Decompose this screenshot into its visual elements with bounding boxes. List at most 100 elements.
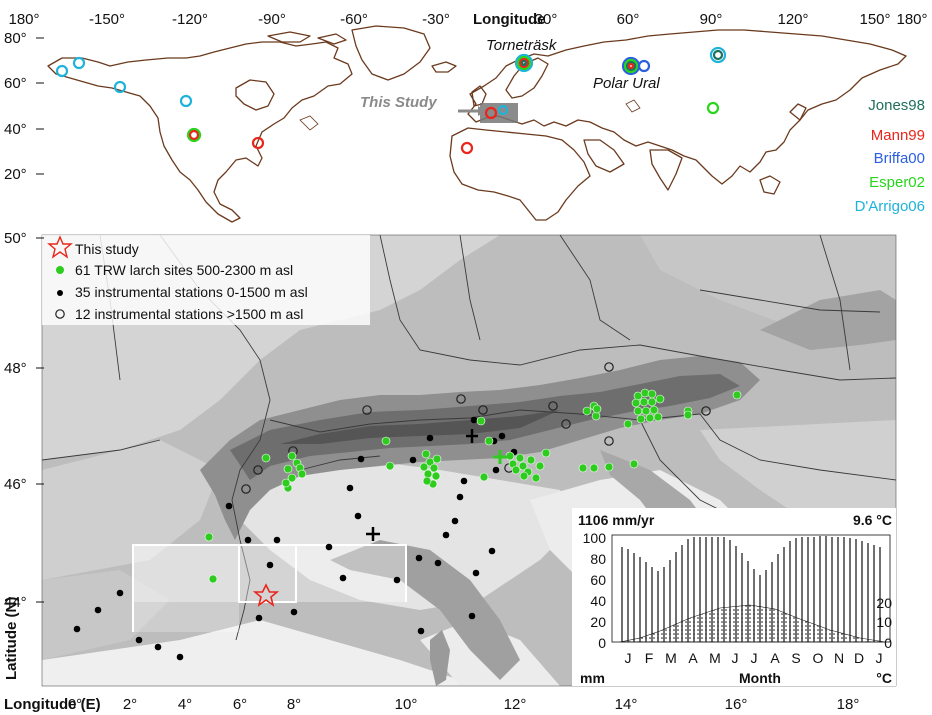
lon-tick: -60° bbox=[340, 11, 368, 28]
larch-site bbox=[604, 462, 614, 472]
world-xlabel: Longitude bbox=[473, 11, 545, 28]
lon-tick: 10° bbox=[395, 696, 418, 713]
station bbox=[468, 612, 476, 620]
lon-tick: 12° bbox=[504, 696, 527, 713]
larch-site bbox=[589, 463, 599, 473]
month: A bbox=[688, 650, 698, 666]
lon-tick: 60° bbox=[617, 11, 640, 28]
station bbox=[225, 502, 233, 510]
larch-site bbox=[639, 397, 649, 407]
larch-site bbox=[422, 476, 432, 486]
larch-site bbox=[432, 454, 442, 464]
stations-high bbox=[241, 362, 711, 494]
lon-tick: 0° bbox=[68, 696, 82, 713]
alps-ylabel: Latitude (N) bbox=[3, 597, 20, 680]
proxy-site bbox=[72, 56, 86, 70]
station-high bbox=[701, 406, 711, 416]
month: N bbox=[834, 650, 844, 666]
legend-star-icon bbox=[47, 235, 73, 259]
legend-label: This study bbox=[75, 241, 139, 257]
proxy-site bbox=[520, 59, 528, 67]
legend-label: 12 instrumental stations >1500 m asl bbox=[75, 306, 303, 322]
proxy-site bbox=[623, 58, 639, 74]
this-study-star bbox=[252, 583, 280, 607]
world-map-panel: 180° -150° -120° -90° -60° -30° Longitud… bbox=[4, 11, 928, 223]
station bbox=[426, 434, 434, 442]
larch-site bbox=[636, 414, 646, 424]
alps-lon-ticks: Longitude (E) 0° 2° 4° 6° 8° 10° 12° 14°… bbox=[4, 696, 859, 713]
larch-site bbox=[732, 390, 742, 400]
proxy-site bbox=[484, 106, 498, 120]
lat-tick: 50° bbox=[4, 230, 27, 247]
station bbox=[176, 653, 184, 661]
larch-site bbox=[649, 405, 659, 415]
relief bbox=[42, 235, 896, 686]
proxy-site bbox=[113, 80, 127, 94]
lat-tick: 48° bbox=[4, 360, 27, 377]
month: S bbox=[791, 650, 800, 666]
station bbox=[154, 643, 162, 651]
station bbox=[266, 561, 274, 569]
larch-site bbox=[429, 463, 439, 473]
station bbox=[94, 606, 102, 614]
larch-site bbox=[633, 406, 643, 416]
y-tick: 40 bbox=[590, 593, 606, 609]
larch-site bbox=[592, 404, 602, 414]
lat-tick: 44° bbox=[4, 594, 27, 611]
lon-tick: -120° bbox=[172, 11, 208, 28]
station bbox=[290, 608, 298, 616]
larch-site bbox=[287, 451, 297, 461]
larch-site bbox=[385, 461, 395, 471]
proxy-site bbox=[497, 104, 509, 116]
larch-site bbox=[641, 406, 651, 416]
station bbox=[346, 484, 354, 492]
proxy-site bbox=[518, 57, 530, 69]
larch-site bbox=[640, 388, 650, 398]
station bbox=[393, 576, 401, 584]
inset-xlabel: Month bbox=[739, 670, 781, 686]
station bbox=[472, 569, 480, 577]
precip-axis: 100 80 60 40 20 0 bbox=[583, 530, 607, 651]
larch-site bbox=[645, 413, 655, 423]
month: A bbox=[770, 650, 780, 666]
station bbox=[451, 517, 459, 525]
station bbox=[488, 547, 496, 555]
proxy-site bbox=[251, 136, 265, 150]
proxy-site bbox=[637, 59, 651, 73]
larch-site bbox=[204, 532, 214, 542]
larch-site bbox=[647, 389, 657, 399]
proxy-site bbox=[516, 55, 532, 71]
station bbox=[255, 614, 263, 622]
larch-site bbox=[283, 464, 293, 474]
lon-tick: 4° bbox=[178, 696, 192, 713]
lon-tick: -90° bbox=[258, 11, 286, 28]
station bbox=[73, 625, 81, 633]
proxy-site bbox=[188, 129, 200, 141]
station bbox=[354, 512, 362, 520]
polar-ural-label: Polar Ural bbox=[593, 75, 660, 92]
legend-green-dot bbox=[56, 266, 64, 274]
y-tick: 0 bbox=[884, 635, 892, 651]
month: J bbox=[751, 650, 758, 666]
proxy-site bbox=[709, 46, 727, 64]
world-coastlines bbox=[47, 25, 907, 223]
proxy-site bbox=[627, 62, 635, 70]
lat-tick: 80° bbox=[4, 30, 27, 47]
station bbox=[325, 543, 333, 551]
station-high bbox=[548, 401, 558, 411]
lat-tick: 20° bbox=[4, 166, 27, 183]
station bbox=[116, 589, 124, 597]
proxy-site bbox=[625, 60, 637, 72]
precip-total: 1106 mm/yr bbox=[578, 512, 655, 528]
temp-mean: 9.6 °C bbox=[853, 512, 892, 528]
lat-tick: 40° bbox=[4, 121, 27, 138]
larch-site bbox=[647, 397, 657, 407]
lon-tick: 6° bbox=[233, 696, 247, 713]
alps-xlabel: Longitude (E) bbox=[4, 696, 101, 713]
station bbox=[409, 456, 417, 464]
larch-site bbox=[653, 412, 663, 422]
larch-site bbox=[381, 436, 391, 446]
proxy-site bbox=[514, 53, 534, 73]
month: J bbox=[732, 650, 739, 666]
